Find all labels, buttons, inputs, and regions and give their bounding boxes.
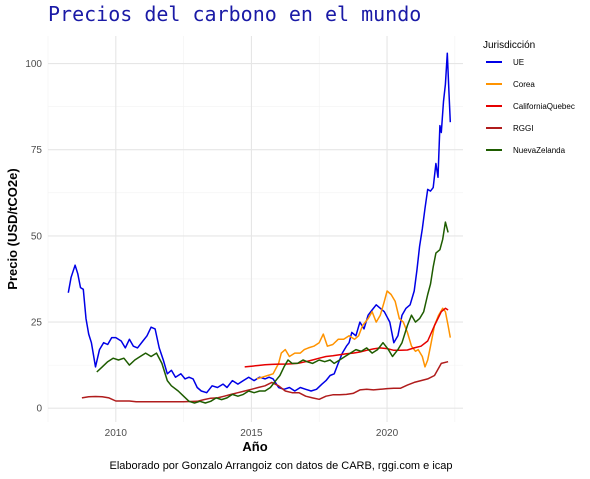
- legend-label-rggi: RGGI: [513, 124, 533, 133]
- y-tick-label-100: 100: [25, 59, 42, 70]
- legend: Jurisdicción UE Corea CaliforniaQuebec RGGI…: [483, 40, 575, 155]
- series-line-ue: [67, 52, 452, 394]
- grid: [47, 36, 463, 422]
- legend-label-californiaquebec: CaliforniaQuebec: [513, 102, 575, 111]
- legend-title: Jurisdicción: [483, 40, 535, 51]
- chart-caption: Elaborado por Gonzalo Arrangoiz con dato…: [109, 460, 452, 472]
- y-tick-labels: 0 25 50 75 100: [25, 59, 42, 415]
- x-tick-label-2010: 2010: [105, 428, 128, 439]
- chart-title: Precios del carbono en el mundo: [48, 2, 421, 26]
- x-axis-title: Año: [242, 439, 267, 454]
- x-tick-label-2020: 2020: [376, 428, 399, 439]
- legend-label-ue: UE: [513, 58, 524, 67]
- series-line-rggi: [81, 360, 449, 403]
- y-axis-title: Precio (USD/tCO2e): [5, 168, 20, 289]
- series-line-nuevazelanda: [96, 221, 449, 404]
- x-tick-labels: 2010 2015 2020: [105, 428, 399, 439]
- x-tick-label-2015: 2015: [240, 428, 263, 439]
- y-tick-label-75: 75: [31, 145, 43, 156]
- series-lines: [67, 52, 452, 404]
- y-tick-label-25: 25: [31, 318, 43, 329]
- legend-label-nuevazelanda: NuevaZelanda: [513, 146, 566, 155]
- y-tick-label-50: 50: [31, 231, 43, 242]
- legend-label-corea: Corea: [513, 80, 535, 89]
- series-line-corea: [256, 290, 452, 380]
- y-tick-label-0: 0: [36, 404, 42, 415]
